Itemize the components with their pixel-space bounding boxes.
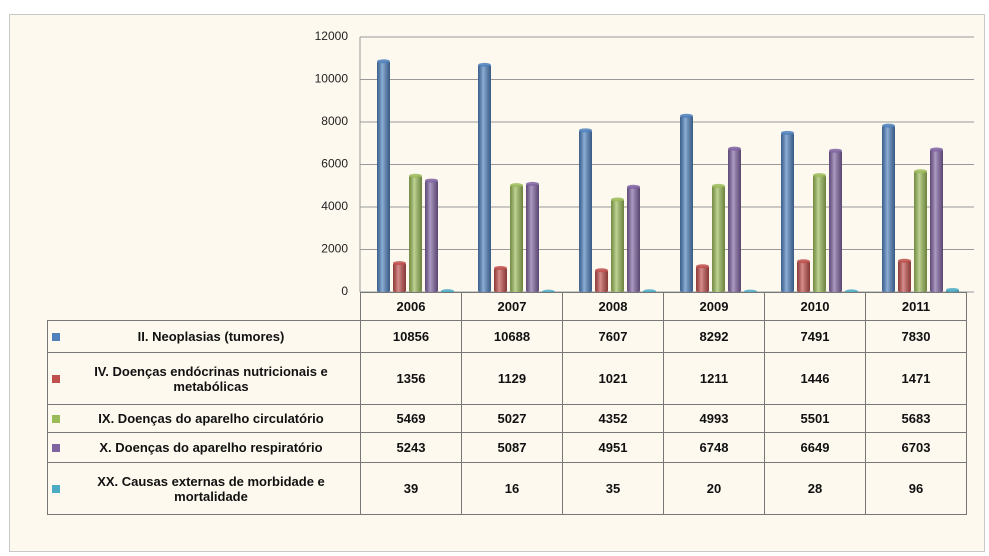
table-cell: 5683 [865, 404, 967, 433]
table-cell: 96 [865, 462, 967, 515]
bar [930, 147, 943, 292]
table-cell: 1446 [764, 352, 866, 405]
y-tick-label: 8000 [321, 114, 348, 128]
bar [627, 184, 640, 292]
table-cell: 5243 [360, 432, 462, 463]
table-cell: 5087 [461, 432, 563, 463]
bar [377, 59, 390, 293]
bar [425, 178, 438, 292]
bar [882, 123, 895, 292]
legend-swatch [52, 443, 60, 452]
table-cell: 16 [461, 462, 563, 515]
column-header: 2007 [461, 292, 563, 321]
bar [409, 173, 422, 292]
table-cell: 6748 [663, 432, 765, 463]
table-cell: 5501 [764, 404, 866, 433]
bar [813, 173, 826, 292]
table-cell: 5027 [461, 404, 563, 433]
legend-entry: IX. Doenças do aparelho circulatório [47, 404, 361, 433]
bar [728, 146, 741, 292]
table-cell: 5469 [360, 404, 462, 433]
y-tick-label: 4000 [321, 199, 348, 213]
table-cell: 6703 [865, 432, 967, 463]
bar [611, 197, 624, 292]
bar [898, 258, 911, 292]
table-cell: 10856 [360, 320, 462, 353]
bar [781, 130, 794, 292]
y-tick-label: 6000 [321, 157, 348, 171]
table-cell: 7607 [562, 320, 664, 353]
y-tick-label: 2000 [321, 242, 348, 256]
table-cell: 35 [562, 462, 664, 515]
bar [914, 169, 927, 292]
bar [478, 62, 491, 292]
legend-entry: XX. Causas externas de morbidade e morta… [47, 462, 361, 515]
legend-label: IV. Doenças endócrinas nutricionais e me… [94, 363, 328, 394]
bar [680, 113, 693, 292]
bar [510, 183, 523, 292]
legend-swatch [52, 374, 60, 383]
table-cell: 20 [663, 462, 765, 515]
table-cell: 10688 [461, 320, 563, 353]
column-header: 2009 [663, 292, 765, 321]
legend-swatch [52, 484, 60, 493]
column-header: 2008 [562, 292, 664, 321]
table-cell: 7830 [865, 320, 967, 353]
column-header: 2006 [360, 292, 462, 321]
bar [526, 181, 539, 292]
bar [797, 259, 810, 292]
bar [494, 266, 507, 292]
table-cell: 4951 [562, 432, 664, 463]
legend-label: XX. Causas externas de morbidade e morta… [97, 473, 325, 504]
legend-entry: X. Doenças do aparelho respiratório [47, 432, 361, 463]
table-cell: 7491 [764, 320, 866, 353]
legend-label: II. Neoplasias (tumores) [137, 329, 285, 344]
table-cell: 1021 [562, 352, 664, 405]
table-cell: 1129 [461, 352, 563, 405]
table-cell: 4352 [562, 404, 664, 433]
table-cell: 1356 [360, 352, 462, 405]
bar [393, 261, 406, 292]
table-cell: 1211 [663, 352, 765, 405]
y-tick-label: 0 [341, 284, 348, 298]
bar [946, 287, 959, 292]
bar [696, 264, 709, 292]
table-cell: 4993 [663, 404, 765, 433]
table-cell: 6649 [764, 432, 866, 463]
bar [579, 128, 592, 292]
table-cell: 39 [360, 462, 462, 515]
y-tick-label: 10000 [315, 72, 349, 86]
bar [712, 183, 725, 292]
legend-label: IX. Doenças do aparelho circulatório [98, 411, 324, 426]
table-cell: 28 [764, 462, 866, 515]
column-header: 2010 [764, 292, 866, 321]
table-cell: 8292 [663, 320, 765, 353]
legend-label: X. Doenças do aparelho respiratório [99, 440, 323, 455]
bar [595, 268, 608, 292]
legend-entry: IV. Doenças endócrinas nutricionais e me… [47, 352, 361, 405]
table-cell: 1471 [865, 352, 967, 405]
legend-swatch [52, 414, 60, 423]
bar [829, 148, 842, 292]
legend-entry: II. Neoplasias (tumores) [47, 320, 361, 353]
y-tick-label: 12000 [315, 29, 349, 43]
legend-swatch [52, 332, 60, 341]
column-header: 2011 [865, 292, 967, 321]
